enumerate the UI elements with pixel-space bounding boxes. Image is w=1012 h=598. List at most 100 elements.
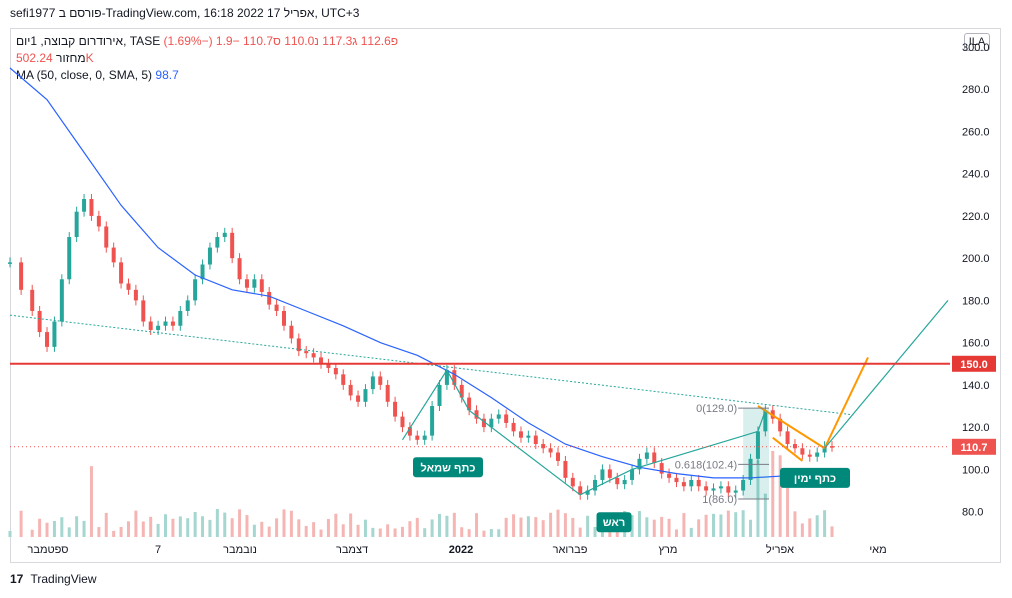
candle-body — [630, 469, 635, 480]
ma-value: 98.7 — [155, 68, 179, 82]
candle-body — [548, 448, 553, 453]
volume-bar — [260, 521, 264, 537]
fib-level-label: 0(129.0) — [696, 403, 737, 415]
candle-body — [467, 397, 472, 411]
candle-body — [585, 490, 590, 495]
volume-bar — [67, 527, 71, 537]
candle-body — [19, 262, 24, 290]
volume-bar — [667, 518, 671, 537]
candle-body — [133, 289, 138, 301]
candle-body — [607, 469, 612, 478]
candle-body — [393, 401, 398, 417]
x-tick-label: נובמבר — [223, 544, 257, 556]
resistance-price-tag — [952, 355, 996, 372]
candle-body — [711, 488, 716, 491]
pattern-label-box — [780, 467, 850, 488]
candle-body — [185, 300, 190, 311]
volume-bar — [726, 510, 730, 537]
volume-bar — [52, 521, 56, 537]
volume-bar — [778, 455, 782, 537]
volume-bar — [208, 519, 212, 537]
y-tick-label: 160.0 — [962, 338, 990, 350]
publisher-header: sefi1977 פורסם ב-TradingView.com, 16:18 … — [10, 6, 360, 20]
volume-bar — [660, 516, 664, 537]
candle-body — [452, 370, 457, 385]
candle-body — [230, 232, 235, 259]
volume-bar — [534, 517, 538, 537]
candle-body — [341, 374, 346, 385]
candle-body — [207, 247, 212, 265]
volume-bar — [82, 520, 86, 537]
candle-body — [681, 482, 686, 487]
volume-bar — [652, 519, 656, 537]
candle-body — [489, 418, 494, 428]
volume-bar — [326, 518, 330, 537]
candle-body — [156, 325, 161, 330]
chart-frame[interactable] — [10, 28, 1001, 563]
volume-bar — [341, 524, 345, 537]
volume-bar — [689, 527, 693, 537]
candle-body — [267, 291, 272, 305]
candle-body — [237, 258, 242, 280]
volume-bar — [193, 511, 197, 537]
candle-body — [807, 454, 812, 457]
candle-body — [689, 479, 694, 487]
candle-body — [282, 310, 286, 326]
candle-body — [674, 477, 679, 483]
volume-bar — [586, 515, 590, 537]
flag-breakout — [823, 357, 869, 449]
symbol-legend: אירודרום קבוצה, 1יום, TASE פ112.6 ג117.3… — [16, 34, 398, 48]
volume-bar — [97, 527, 101, 537]
volume-bar — [815, 515, 819, 537]
volume-bar — [282, 509, 286, 537]
x-tick-label: ספטמבר — [27, 544, 68, 556]
candle-body — [52, 321, 57, 347]
fib-level-label: 1(86.0) — [702, 494, 737, 506]
candle-body — [518, 431, 523, 438]
candle-body — [111, 247, 116, 263]
volume-bar — [112, 530, 116, 537]
symbol-badge-ila[interactable]: ILA — [964, 33, 990, 51]
volume-bar — [556, 509, 560, 537]
volume-bar — [201, 516, 205, 537]
x-tick-label: מאי — [869, 544, 886, 556]
y-tick-label: 180.0 — [962, 295, 990, 307]
candle-body — [259, 279, 264, 292]
candle-body — [274, 304, 279, 311]
volume-bar — [512, 514, 516, 537]
candle-body — [733, 490, 738, 493]
candle-body — [363, 389, 368, 402]
volume-bar — [571, 517, 575, 537]
volume-bar — [304, 525, 308, 537]
volume-bar — [371, 527, 375, 537]
volume-bar — [400, 526, 404, 537]
volume-bar — [593, 526, 597, 537]
candle-body — [104, 226, 109, 248]
candle-body — [659, 463, 664, 474]
volume-bar — [119, 526, 123, 537]
volume-bar — [30, 529, 34, 537]
volume-bar — [156, 523, 160, 537]
volume-legend: מחזור 502.24K — [16, 51, 94, 65]
volume-bar — [734, 512, 738, 537]
candle-body — [541, 444, 546, 449]
volume-bar — [482, 530, 486, 537]
y-tick-label: 200.0 — [962, 253, 990, 265]
pattern-label: כתף ימין — [794, 473, 836, 485]
x-tick-label: 7 — [155, 544, 161, 556]
volume-bar — [386, 524, 390, 537]
y-tick-label: 140.0 — [962, 380, 990, 392]
candle-body — [193, 279, 198, 301]
fib-level-label: 0.618(102.4) — [675, 459, 737, 471]
candle-body — [830, 446, 834, 448]
tradingview-brand[interactable]: 17 TradingView — [10, 572, 97, 586]
candle-body — [800, 448, 805, 455]
volume-bar — [830, 526, 834, 537]
candle-body — [785, 431, 790, 445]
candle-body — [30, 289, 35, 311]
ohlc-high: ג117.3 — [322, 34, 358, 48]
candle-body — [704, 486, 709, 491]
volume-bar — [8, 531, 12, 537]
volume-bar — [497, 529, 501, 537]
